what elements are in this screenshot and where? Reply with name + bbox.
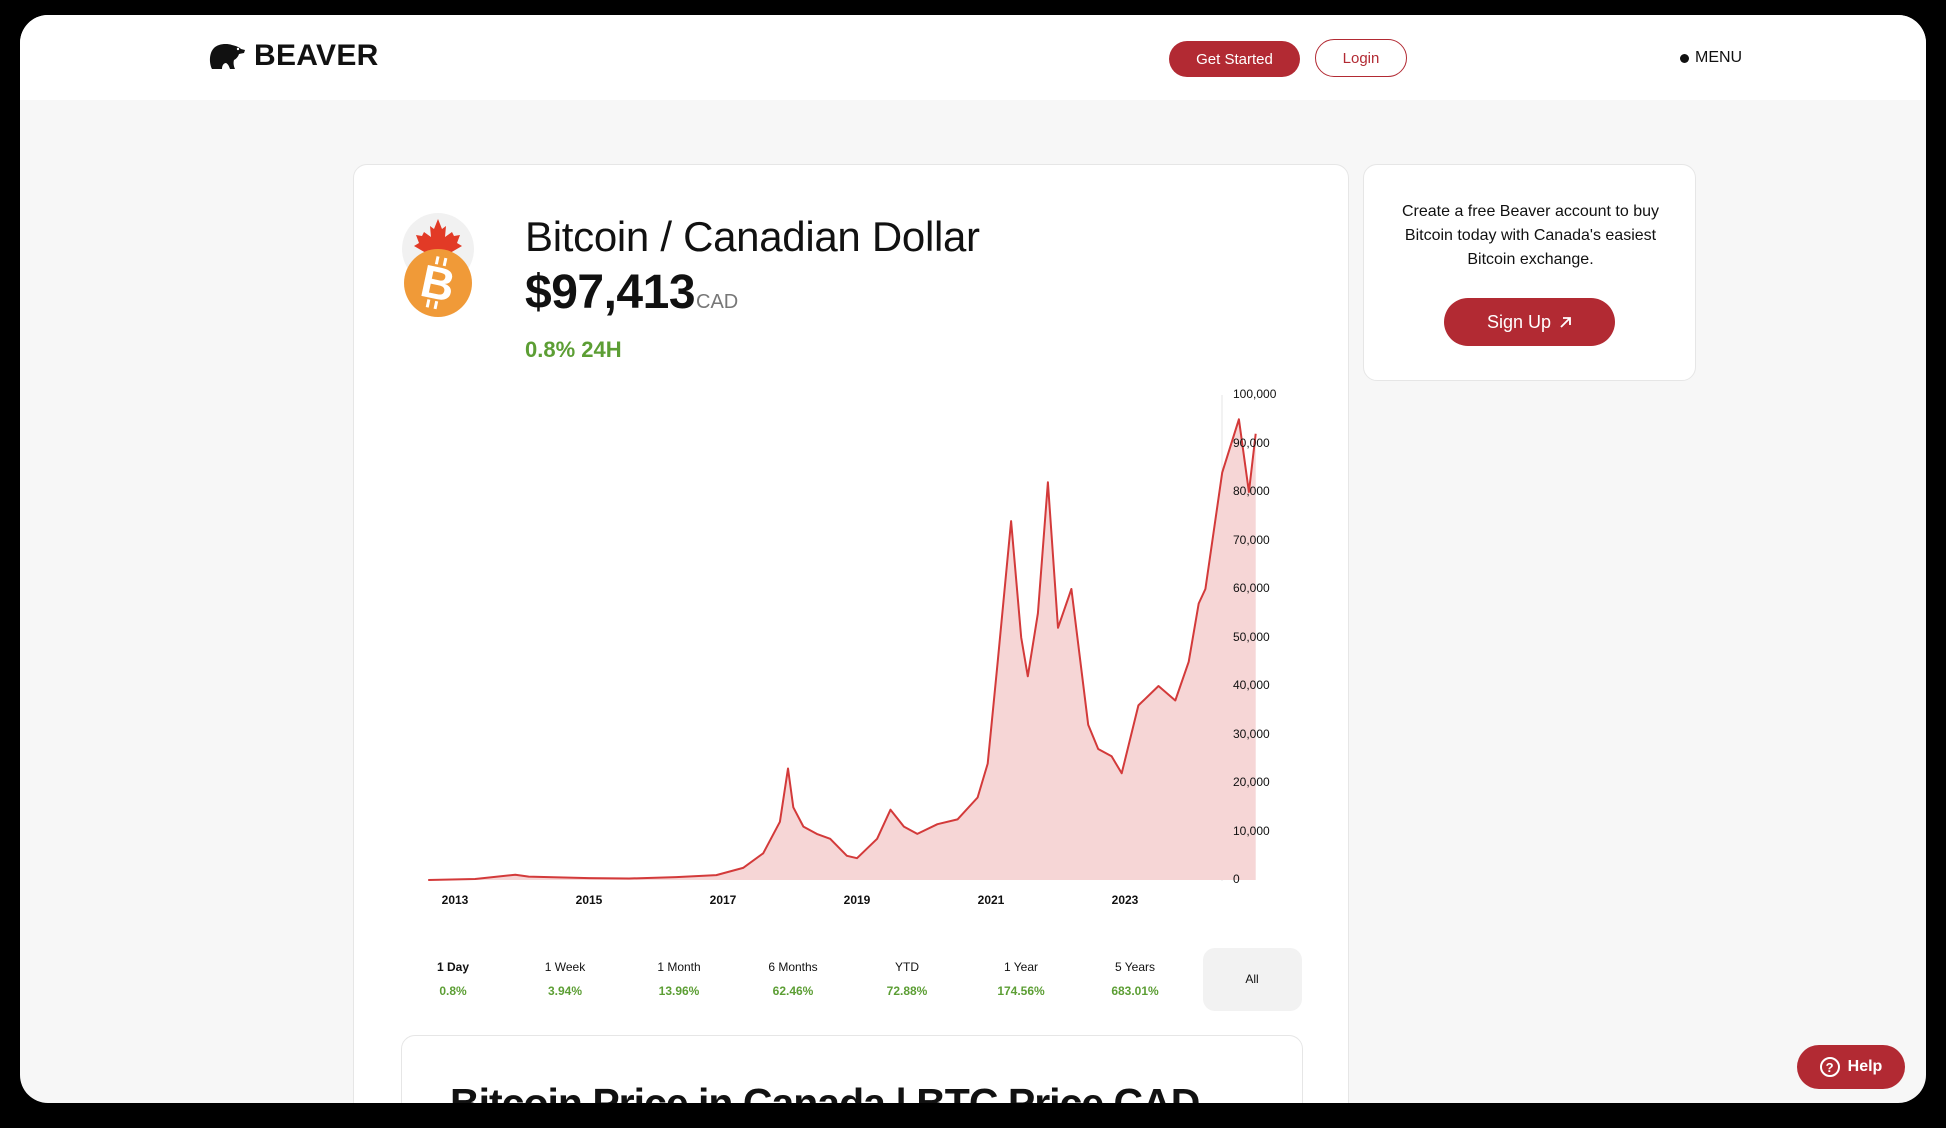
pair-title: Bitcoin / Canadian Dollar bbox=[525, 213, 980, 260]
change-24h: 0.8% 24H bbox=[525, 337, 622, 362]
logo-text: BEAVER bbox=[254, 39, 379, 72]
timeframe-label: All bbox=[1245, 972, 1259, 986]
price-chart[interactable] bbox=[20, 15, 1926, 1103]
help-button[interactable]: ? Help bbox=[1797, 1045, 1905, 1089]
info-heading: Bitcoin Price in Canada | BTC Price CAD bbox=[450, 1080, 1200, 1103]
logo[interactable]: BEAVER bbox=[208, 39, 379, 73]
timeframe-ytd[interactable]: YTD 72.88% bbox=[858, 948, 957, 1011]
timeframe-all[interactable]: All bbox=[1202, 948, 1302, 1011]
question-circle-icon: ? bbox=[1819, 1057, 1840, 1077]
y-tick-label: 70,000 bbox=[1233, 532, 1270, 547]
login-button[interactable]: Login bbox=[1315, 39, 1407, 77]
y-tick-label: 60,000 bbox=[1233, 581, 1270, 595]
timeframe-change: 0.8% bbox=[439, 984, 467, 998]
menu-button[interactable]: MENU bbox=[1680, 49, 1742, 67]
timeframe-label: 1 Day bbox=[436, 960, 470, 974]
timeframe-change: 13.96% bbox=[658, 984, 700, 998]
timeframe-change: 72.88% bbox=[886, 984, 928, 998]
sign-up-label: Sign Up bbox=[1486, 311, 1552, 332]
y-tick-label: 10,000 bbox=[1233, 823, 1270, 838]
x-tick-label: 2017 bbox=[709, 893, 737, 907]
timeframe-label: 1 Year bbox=[1003, 960, 1039, 974]
top-nav: BEAVER Get Started Login MENU bbox=[20, 15, 1926, 100]
browser-viewport: BEAVER Get Started Login MENU B Bitcoin … bbox=[20, 15, 1926, 1103]
timeframe-1-week[interactable]: 1 Week 3.94% bbox=[516, 948, 615, 1011]
help-label: Help bbox=[1847, 1058, 1883, 1075]
get-started-button[interactable]: Get Started bbox=[1169, 41, 1300, 77]
timeframe-label: 1 Month bbox=[657, 960, 701, 974]
timeframe-label: YTD bbox=[895, 960, 919, 974]
timeframe-6-months[interactable]: 6 Months 62.46% bbox=[744, 948, 843, 1011]
y-tick-label: 50,000 bbox=[1233, 629, 1270, 644]
y-tick-label: 20,000 bbox=[1233, 775, 1270, 789]
y-tick-label: 80,000 bbox=[1233, 484, 1270, 498]
price-currency: CAD bbox=[696, 291, 739, 313]
timeframe-label: 1 Week bbox=[544, 960, 586, 974]
timeframe-label: 6 Months bbox=[768, 960, 818, 974]
y-tick-label: 30,000 bbox=[1233, 726, 1270, 741]
y-tick-label: 40,000 bbox=[1233, 678, 1270, 692]
x-tick-label: 2015 bbox=[575, 893, 603, 907]
beaver-logo-icon bbox=[209, 44, 245, 69]
bitcoin-canada-icon: B bbox=[402, 213, 474, 317]
chart-area-fill bbox=[428, 419, 1256, 880]
timeframe-change: 3.94% bbox=[547, 984, 583, 998]
signup-promo-card: Create a free Beaver account to buy Bitc… bbox=[1363, 164, 1696, 381]
x-tick-label: 2019 bbox=[843, 893, 871, 907]
timeframe-5-years[interactable]: 5 Years 683.01% bbox=[1086, 948, 1185, 1011]
current-price: $97,413 bbox=[525, 266, 696, 319]
menu-dot-icon bbox=[1680, 53, 1689, 63]
timeframe-1-year[interactable]: 1 Year 174.56% bbox=[972, 948, 1071, 1011]
timeframe-1-day[interactable]: 1 Day 0.8% bbox=[404, 948, 503, 1011]
info-card: Bitcoin Price in Canada | BTC Price CAD bbox=[401, 1035, 1303, 1103]
x-tick-label: 2013 bbox=[441, 893, 469, 907]
timeframe-1-month[interactable]: 1 Month 13.96% bbox=[630, 948, 729, 1011]
chart-price-line bbox=[428, 418, 1257, 881]
price-card: B Bitcoin / Canadian Dollar $97,413 CAD … bbox=[353, 164, 1349, 1103]
menu-label: MENU bbox=[1695, 49, 1743, 66]
promo-text: Create a free Beaver account to buy Bitc… bbox=[1401, 203, 1660, 268]
x-tick-label: 2021 bbox=[977, 893, 1005, 907]
y-tick-label: 0 bbox=[1233, 872, 1240, 886]
price-row: $97,413 CAD bbox=[525, 265, 738, 320]
x-tick-label: 2023 bbox=[1111, 893, 1139, 907]
sign-up-button[interactable]: Sign Up bbox=[1444, 298, 1615, 346]
y-tick-label: 90,000 bbox=[1233, 435, 1270, 450]
timeframe-change: 683.01% bbox=[1111, 984, 1159, 998]
arrow-up-right-icon bbox=[1560, 316, 1571, 328]
y-tick-label: 100,000 bbox=[1233, 387, 1277, 401]
timeframe-change: 174.56% bbox=[997, 984, 1045, 998]
timeframe-label: 5 Years bbox=[1114, 960, 1156, 974]
timeframe-change: 62.46% bbox=[772, 984, 814, 998]
